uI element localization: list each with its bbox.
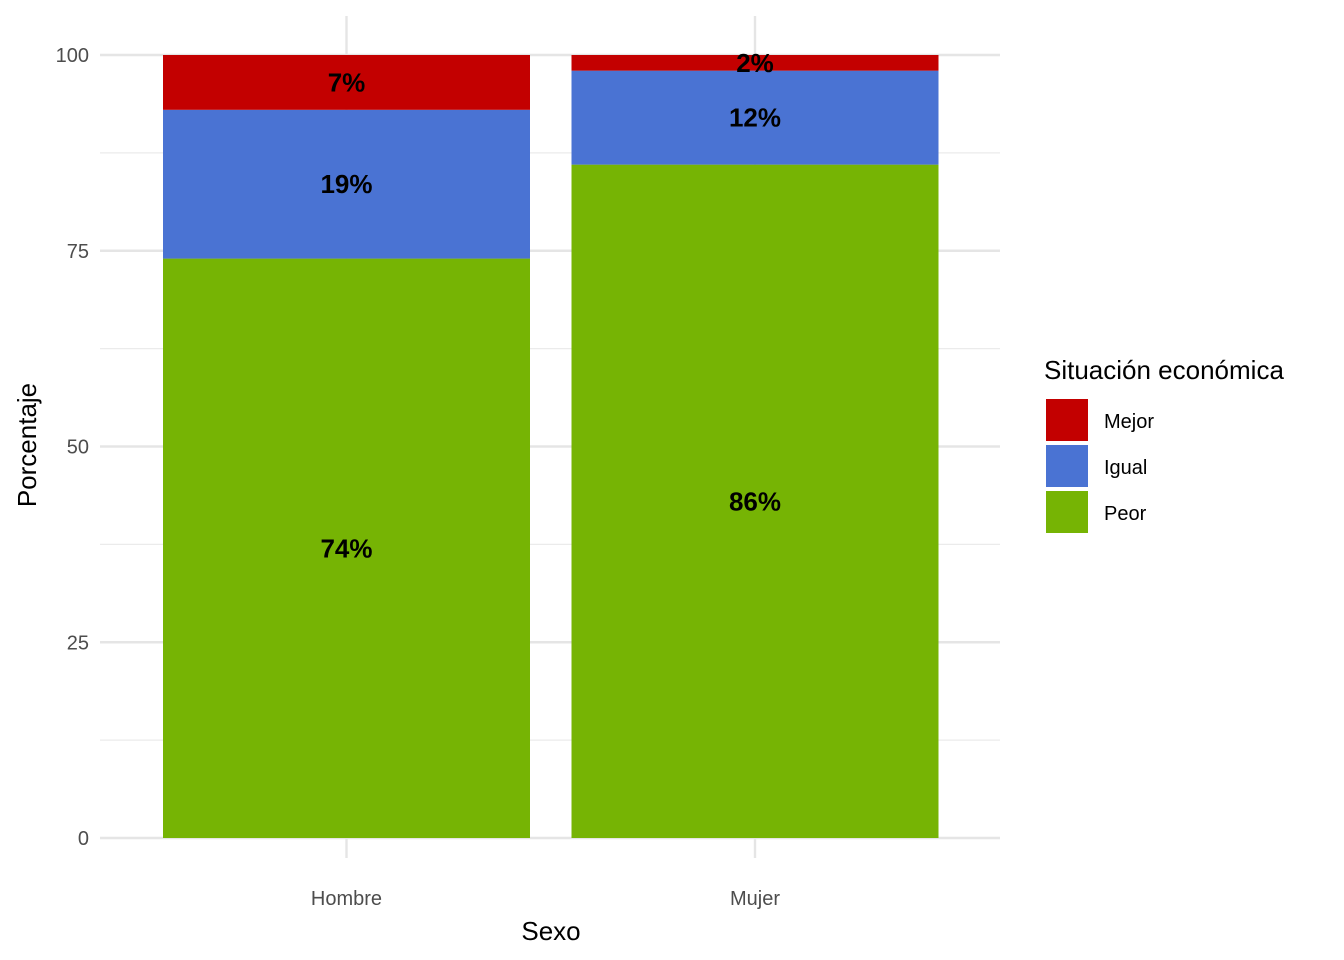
data-label: 7% xyxy=(328,67,366,97)
bar-mejor-mujer xyxy=(571,55,939,71)
data-label: 86% xyxy=(729,486,781,516)
data-label: 74% xyxy=(320,533,372,563)
y-tick-label: 100 xyxy=(56,45,89,67)
y-axis-ticks: 0 25 50 75 100 xyxy=(56,45,89,850)
legend-label-mejor: Mejor xyxy=(1104,411,1154,433)
bar-mejor-hombre xyxy=(163,55,530,110)
bars xyxy=(163,55,939,839)
y-tick-label: 25 xyxy=(67,632,89,654)
legend-swatch-igual xyxy=(1046,445,1088,487)
y-tick-label: 0 xyxy=(78,828,89,850)
legend-swatch-mejor xyxy=(1046,399,1088,441)
bar-igual-hombre xyxy=(163,109,530,259)
x-tick-label: Mujer xyxy=(730,888,780,910)
y-tick-label: 50 xyxy=(67,437,89,459)
bar-peor-mujer xyxy=(571,164,939,838)
y-axis-title: Porcentaje xyxy=(12,383,42,507)
legend-title: Situación económica xyxy=(1044,355,1284,385)
data-label: 12% xyxy=(729,103,781,133)
data-labels: 74% 19% 7% 86% 12% 2% xyxy=(320,48,781,563)
legend-swatch-peor xyxy=(1046,491,1088,533)
x-axis-title: Sexo xyxy=(521,916,580,946)
legend-label-peor: Peor xyxy=(1104,503,1147,525)
bar-peor-hombre xyxy=(163,258,530,839)
legend-label-igual: Igual xyxy=(1104,457,1147,479)
data-label: 2% xyxy=(736,48,774,78)
bar-igual-mujer xyxy=(571,70,939,165)
x-axis-ticks: Hombre Mujer xyxy=(311,888,780,910)
x-tick-label: Hombre xyxy=(311,888,382,910)
y-tick-label: 75 xyxy=(67,241,89,263)
legend: Situación económica Mejor Igual Peor xyxy=(1044,355,1284,533)
legend-items: Mejor Igual Peor xyxy=(1046,399,1154,533)
data-label: 19% xyxy=(320,169,372,199)
